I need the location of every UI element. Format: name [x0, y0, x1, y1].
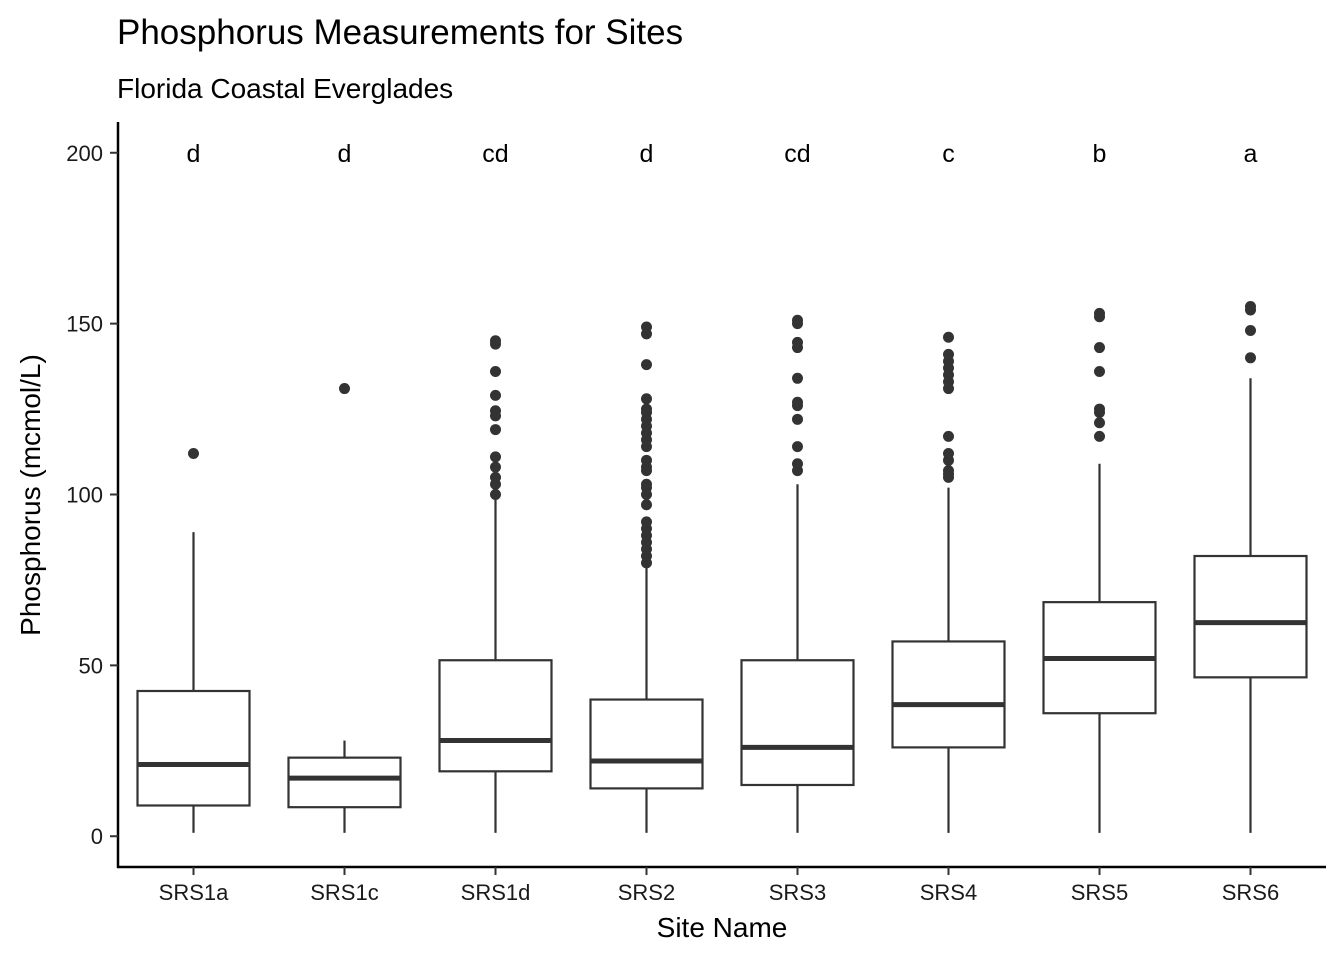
y-axis-title: Phosphorus (mcmol/L)	[15, 354, 46, 636]
outlier-point	[1245, 301, 1256, 313]
box	[136, 689, 251, 807]
outlier-point	[943, 447, 954, 459]
outlier-point	[490, 335, 501, 347]
x-tick-label: SRS1d	[461, 880, 531, 905]
box-group-srs1c: d	[287, 140, 402, 833]
box	[589, 698, 704, 790]
outlier-point	[1094, 365, 1105, 377]
x-axis-title: Site Name	[657, 912, 788, 943]
outlier-point	[792, 314, 803, 326]
outlier-point	[792, 413, 803, 425]
outlier-point	[1094, 307, 1105, 319]
outlier-point	[641, 454, 652, 466]
box	[891, 640, 1006, 749]
chart-subtitle: Florida Coastal Everglades	[117, 73, 453, 104]
outlier-point	[641, 393, 652, 405]
box-group-srs5: b	[1042, 140, 1157, 833]
outlier-point	[943, 348, 954, 360]
box	[1193, 554, 1308, 679]
outlier-point	[490, 424, 501, 436]
outlier-point	[490, 471, 501, 483]
significance-letter: d	[187, 140, 201, 168]
box-group-srs4: c	[891, 140, 1006, 833]
outlier-point	[792, 396, 803, 408]
outlier-point	[641, 478, 652, 490]
significance-letter: d	[640, 140, 654, 168]
box	[740, 659, 855, 787]
x-tick-label: SRS3	[769, 880, 826, 905]
outlier-point	[792, 336, 803, 348]
outlier-point	[490, 461, 501, 473]
y-tick-label: 50	[79, 653, 103, 678]
x-tick-label: SRS4	[920, 880, 977, 905]
x-tick-label: SRS2	[618, 880, 675, 905]
significance-letter: cd	[482, 140, 508, 168]
outlier-point	[339, 383, 350, 395]
outlier-point	[490, 389, 501, 401]
outlier-point	[641, 403, 652, 415]
significance-letter: c	[942, 140, 955, 168]
outlier-point	[1094, 430, 1105, 442]
outlier-point	[1245, 352, 1256, 364]
significance-letter: d	[338, 140, 352, 168]
outlier-point	[641, 516, 652, 528]
outlier-point	[188, 447, 199, 459]
x-tick-label: SRS6	[1222, 880, 1279, 905]
outlier-point	[792, 458, 803, 470]
y-tick-label: 150	[66, 312, 103, 337]
y-tick-label: 100	[66, 483, 103, 508]
box	[438, 659, 553, 773]
box-group-srs2: d	[589, 140, 704, 833]
significance-letter: a	[1244, 140, 1258, 168]
outlier-point	[943, 430, 954, 442]
box	[287, 756, 402, 809]
outlier-point	[641, 499, 652, 511]
chart-title: Phosphorus Measurements for Sites	[117, 13, 683, 52]
box-group-srs1d: cd	[438, 140, 553, 833]
significance-letter: b	[1093, 140, 1107, 168]
significance-letter: cd	[784, 140, 810, 168]
outlier-point	[792, 372, 803, 384]
x-axis-ticks: SRS1a SRS1c SRS1d SRS2 SRS3 SRS4 SRS5 SRS6	[159, 867, 1279, 905]
outlier-point	[1094, 342, 1105, 354]
box-group-srs1a: d	[136, 140, 251, 833]
x-tick-label: SRS1a	[159, 880, 229, 905]
y-tick-label: 0	[91, 824, 103, 849]
outlier-point	[490, 489, 501, 500]
outlier-point	[490, 451, 501, 463]
outlier-point	[943, 465, 954, 477]
outlier-point	[490, 365, 501, 377]
box-group-srs3: cd	[740, 140, 855, 833]
outlier-point	[792, 441, 803, 453]
outlier-point	[490, 405, 501, 417]
outlier-point	[1245, 324, 1256, 336]
plot-area: d d cd d cd c b a	[136, 140, 1308, 833]
outlier-point	[641, 359, 652, 371]
outlier-point	[943, 331, 954, 343]
outlier-point	[1094, 417, 1105, 429]
outlier-point	[1094, 403, 1105, 415]
box-group-srs6: a	[1193, 140, 1308, 833]
x-tick-label: SRS1c	[310, 880, 378, 905]
y-axis-ticks: 0 50 100 150 200	[66, 141, 118, 849]
x-tick-label: SRS5	[1071, 880, 1128, 905]
y-tick-label: 200	[66, 141, 103, 166]
outlier-point	[641, 321, 652, 333]
